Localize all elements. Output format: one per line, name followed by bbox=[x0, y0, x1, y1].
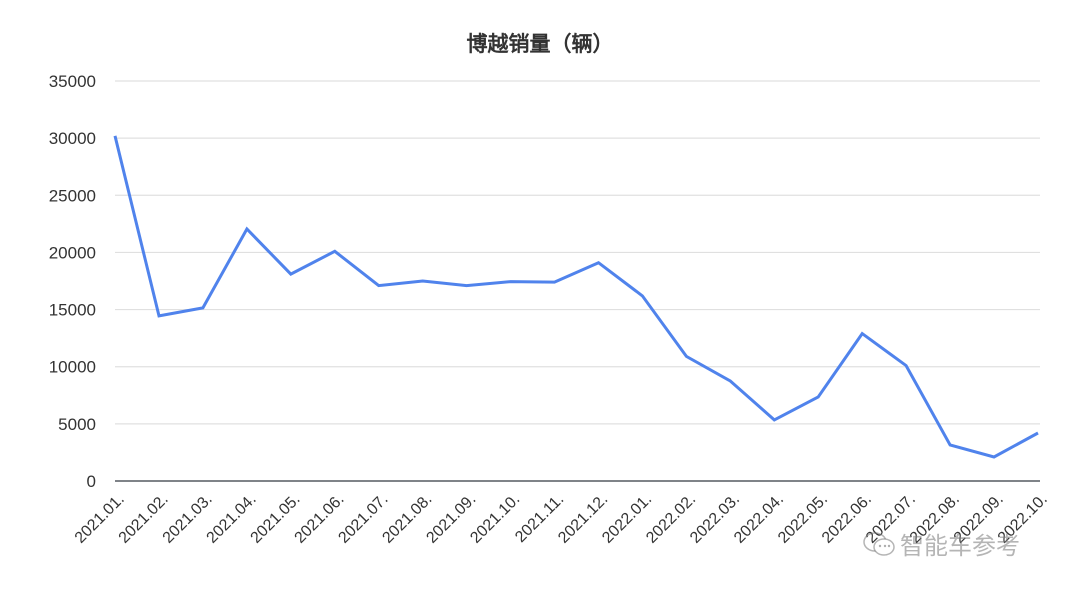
wechat-icon bbox=[863, 531, 895, 556]
sales-line bbox=[113, 135, 1039, 459]
y-tick-label: 5000 bbox=[58, 415, 96, 434]
gridlines bbox=[115, 80, 1040, 425]
watermark: 智能车参考 bbox=[862, 526, 1020, 561]
chart-title: 博越销量（辆） bbox=[466, 32, 614, 56]
y-tick-label: 0 bbox=[87, 472, 96, 491]
y-tick-label: 10000 bbox=[49, 358, 96, 377]
watermark-text: 智能车参考 bbox=[900, 532, 1020, 560]
y-tick-label: 35000 bbox=[49, 72, 96, 91]
y-tick-label: 25000 bbox=[49, 186, 96, 205]
y-tick-label: 30000 bbox=[49, 129, 96, 148]
y-tick-label: 20000 bbox=[49, 243, 96, 262]
y-tick-label: 15000 bbox=[49, 301, 96, 320]
y-axis-ticks: 0 5000 10000 15000 20000 25000 30000 35000 bbox=[49, 72, 96, 491]
